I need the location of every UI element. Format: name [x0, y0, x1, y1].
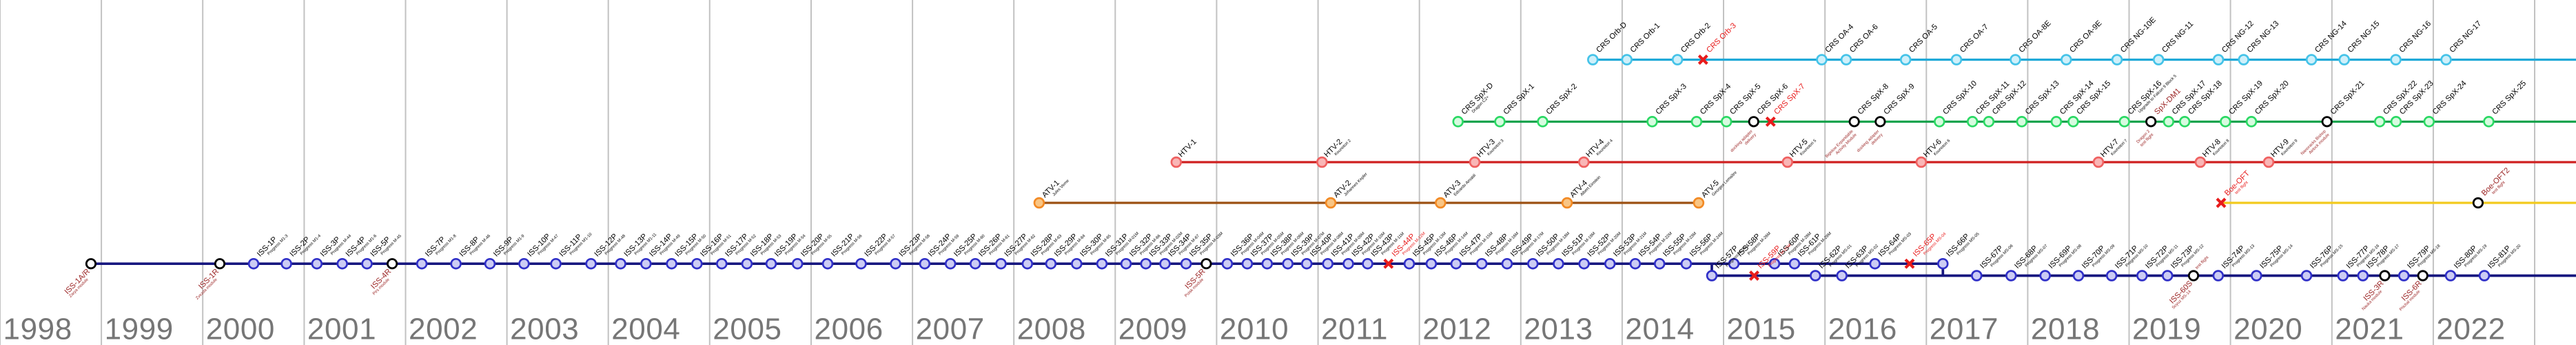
svg-text:2019: 2019 — [2132, 313, 2201, 345]
svg-text:2014: 2014 — [1625, 313, 1694, 345]
svg-text:2012: 2012 — [1422, 313, 1491, 345]
svg-text:2015: 2015 — [1727, 313, 1796, 345]
svg-text:2008: 2008 — [1017, 313, 1086, 345]
svg-text:2003: 2003 — [510, 313, 579, 345]
svg-text:2016: 2016 — [1828, 313, 1897, 345]
svg-text:2004: 2004 — [611, 313, 680, 345]
svg-text:2011: 2011 — [1321, 313, 1388, 345]
svg-text:2001: 2001 — [307, 313, 376, 345]
svg-text:2022: 2022 — [2436, 313, 2505, 345]
svg-text:2013: 2013 — [1524, 313, 1593, 345]
svg-text:2007: 2007 — [916, 313, 985, 345]
svg-text:2002: 2002 — [409, 313, 478, 345]
svg-text:2020: 2020 — [2233, 313, 2302, 345]
svg-text:2018: 2018 — [2031, 313, 2100, 345]
svg-text:2006: 2006 — [815, 313, 883, 345]
svg-text:2021: 2021 — [2335, 313, 2404, 345]
svg-text:1998: 1998 — [3, 313, 72, 345]
svg-text:2010: 2010 — [1220, 313, 1289, 345]
svg-text:2017: 2017 — [1930, 313, 1999, 345]
svg-text:1999: 1999 — [105, 313, 174, 345]
svg-text:2005: 2005 — [713, 313, 781, 345]
svg-text:2009: 2009 — [1118, 313, 1187, 345]
svg-text:2000: 2000 — [206, 313, 275, 345]
